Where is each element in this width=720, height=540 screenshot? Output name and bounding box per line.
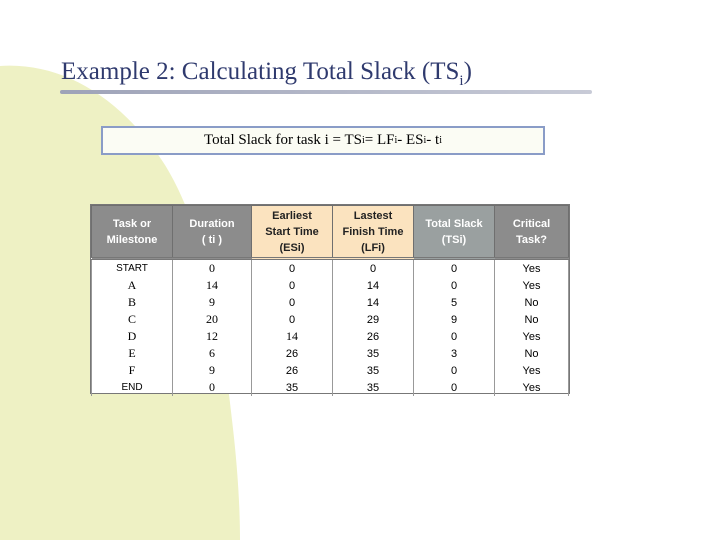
table-cell: 26 xyxy=(332,328,414,345)
table-cell: Yes xyxy=(494,362,569,379)
table-cell: 9 xyxy=(172,294,252,311)
table-cell: 0 xyxy=(251,311,333,328)
table-cell: 3 xyxy=(413,345,495,362)
table-cell: No xyxy=(494,345,569,362)
table-row: D 12 14 26 0 Yes xyxy=(91,328,569,345)
table-cell: F xyxy=(91,362,173,379)
table-cell: START xyxy=(91,257,173,277)
table-cell: No xyxy=(494,311,569,328)
table-row: B 9 0 14 5 No xyxy=(91,294,569,311)
page-title: Example 2: Calculating Total Slack (TSi) xyxy=(61,58,472,89)
table-cell: 35 xyxy=(251,379,333,396)
table-cell: 0 xyxy=(251,257,333,277)
table-header-row: Task or Milestone Duration( ti ) Earliest… xyxy=(91,205,569,259)
table-cell: 35 xyxy=(332,362,414,379)
table-row: E 6 26 35 3 No xyxy=(91,345,569,362)
table-cell: 35 xyxy=(332,379,414,396)
table-row: A 14 0 14 0 Yes xyxy=(91,277,569,294)
table-row: F 9 26 35 0 Yes xyxy=(91,362,569,379)
table-cell: E xyxy=(91,345,173,362)
table-cell: C xyxy=(91,311,173,328)
table-cell: 35 xyxy=(332,345,414,362)
formula-box: Total Slack for task i = TS i = LF i - ES i… xyxy=(101,126,545,155)
title-underline xyxy=(60,90,592,94)
slack-table: Task or Milestone Duration( ti ) Earliest… xyxy=(90,204,570,396)
table-cell: 5 xyxy=(413,294,495,311)
table-cell: 0 xyxy=(413,362,495,379)
table-cell: 26 xyxy=(251,345,333,362)
table-cell: 26 xyxy=(251,362,333,379)
table-cell: 14 xyxy=(251,328,333,345)
table-cell: 0 xyxy=(413,277,495,294)
table-cell: 0 xyxy=(332,257,414,277)
header-task: Task or Milestone xyxy=(91,205,173,259)
table-cell: Yes xyxy=(494,379,569,396)
table-cell: 0 xyxy=(251,277,333,294)
header-latest-finish: Lastest Finish Time (LFi) xyxy=(332,205,414,259)
table-cell: 12 xyxy=(172,328,252,345)
table-cell: No xyxy=(494,294,569,311)
table-cell: END xyxy=(91,379,173,396)
table-cell: 14 xyxy=(332,277,414,294)
header-duration: Duration( ti ) xyxy=(172,205,252,259)
table-row: START 0 0 0 0 Yes xyxy=(91,257,569,277)
table-cell: 0 xyxy=(172,257,252,277)
table-cell: 0 xyxy=(413,328,495,345)
table-cell: 29 xyxy=(332,311,414,328)
table-cell: 20 xyxy=(172,311,252,328)
table-cell: B xyxy=(91,294,173,311)
header-critical: Critical Task? xyxy=(494,205,569,259)
table-cell: D xyxy=(91,328,173,345)
table-cell: Yes xyxy=(494,277,569,294)
table-cell: 14 xyxy=(332,294,414,311)
table-row: END 0 35 35 0 Yes xyxy=(91,379,569,396)
table-cell: 0 xyxy=(413,257,495,277)
table-cell: 9 xyxy=(172,362,252,379)
table-cell: 14 xyxy=(172,277,252,294)
table-cell: 0 xyxy=(413,379,495,396)
table-cell: 9 xyxy=(413,311,495,328)
header-total-slack: Total Slack (TSi) xyxy=(413,205,495,259)
table-row: C 20 0 29 9 No xyxy=(91,311,569,328)
table-cell: 0 xyxy=(251,294,333,311)
table-cell: A xyxy=(91,277,173,294)
table-cell: 0 xyxy=(172,379,252,396)
header-earliest-start: Earliest Start Time (ESi) xyxy=(251,205,333,259)
table-cell: Yes xyxy=(494,257,569,277)
table-cell: 6 xyxy=(172,345,252,362)
table-cell: Yes xyxy=(494,328,569,345)
